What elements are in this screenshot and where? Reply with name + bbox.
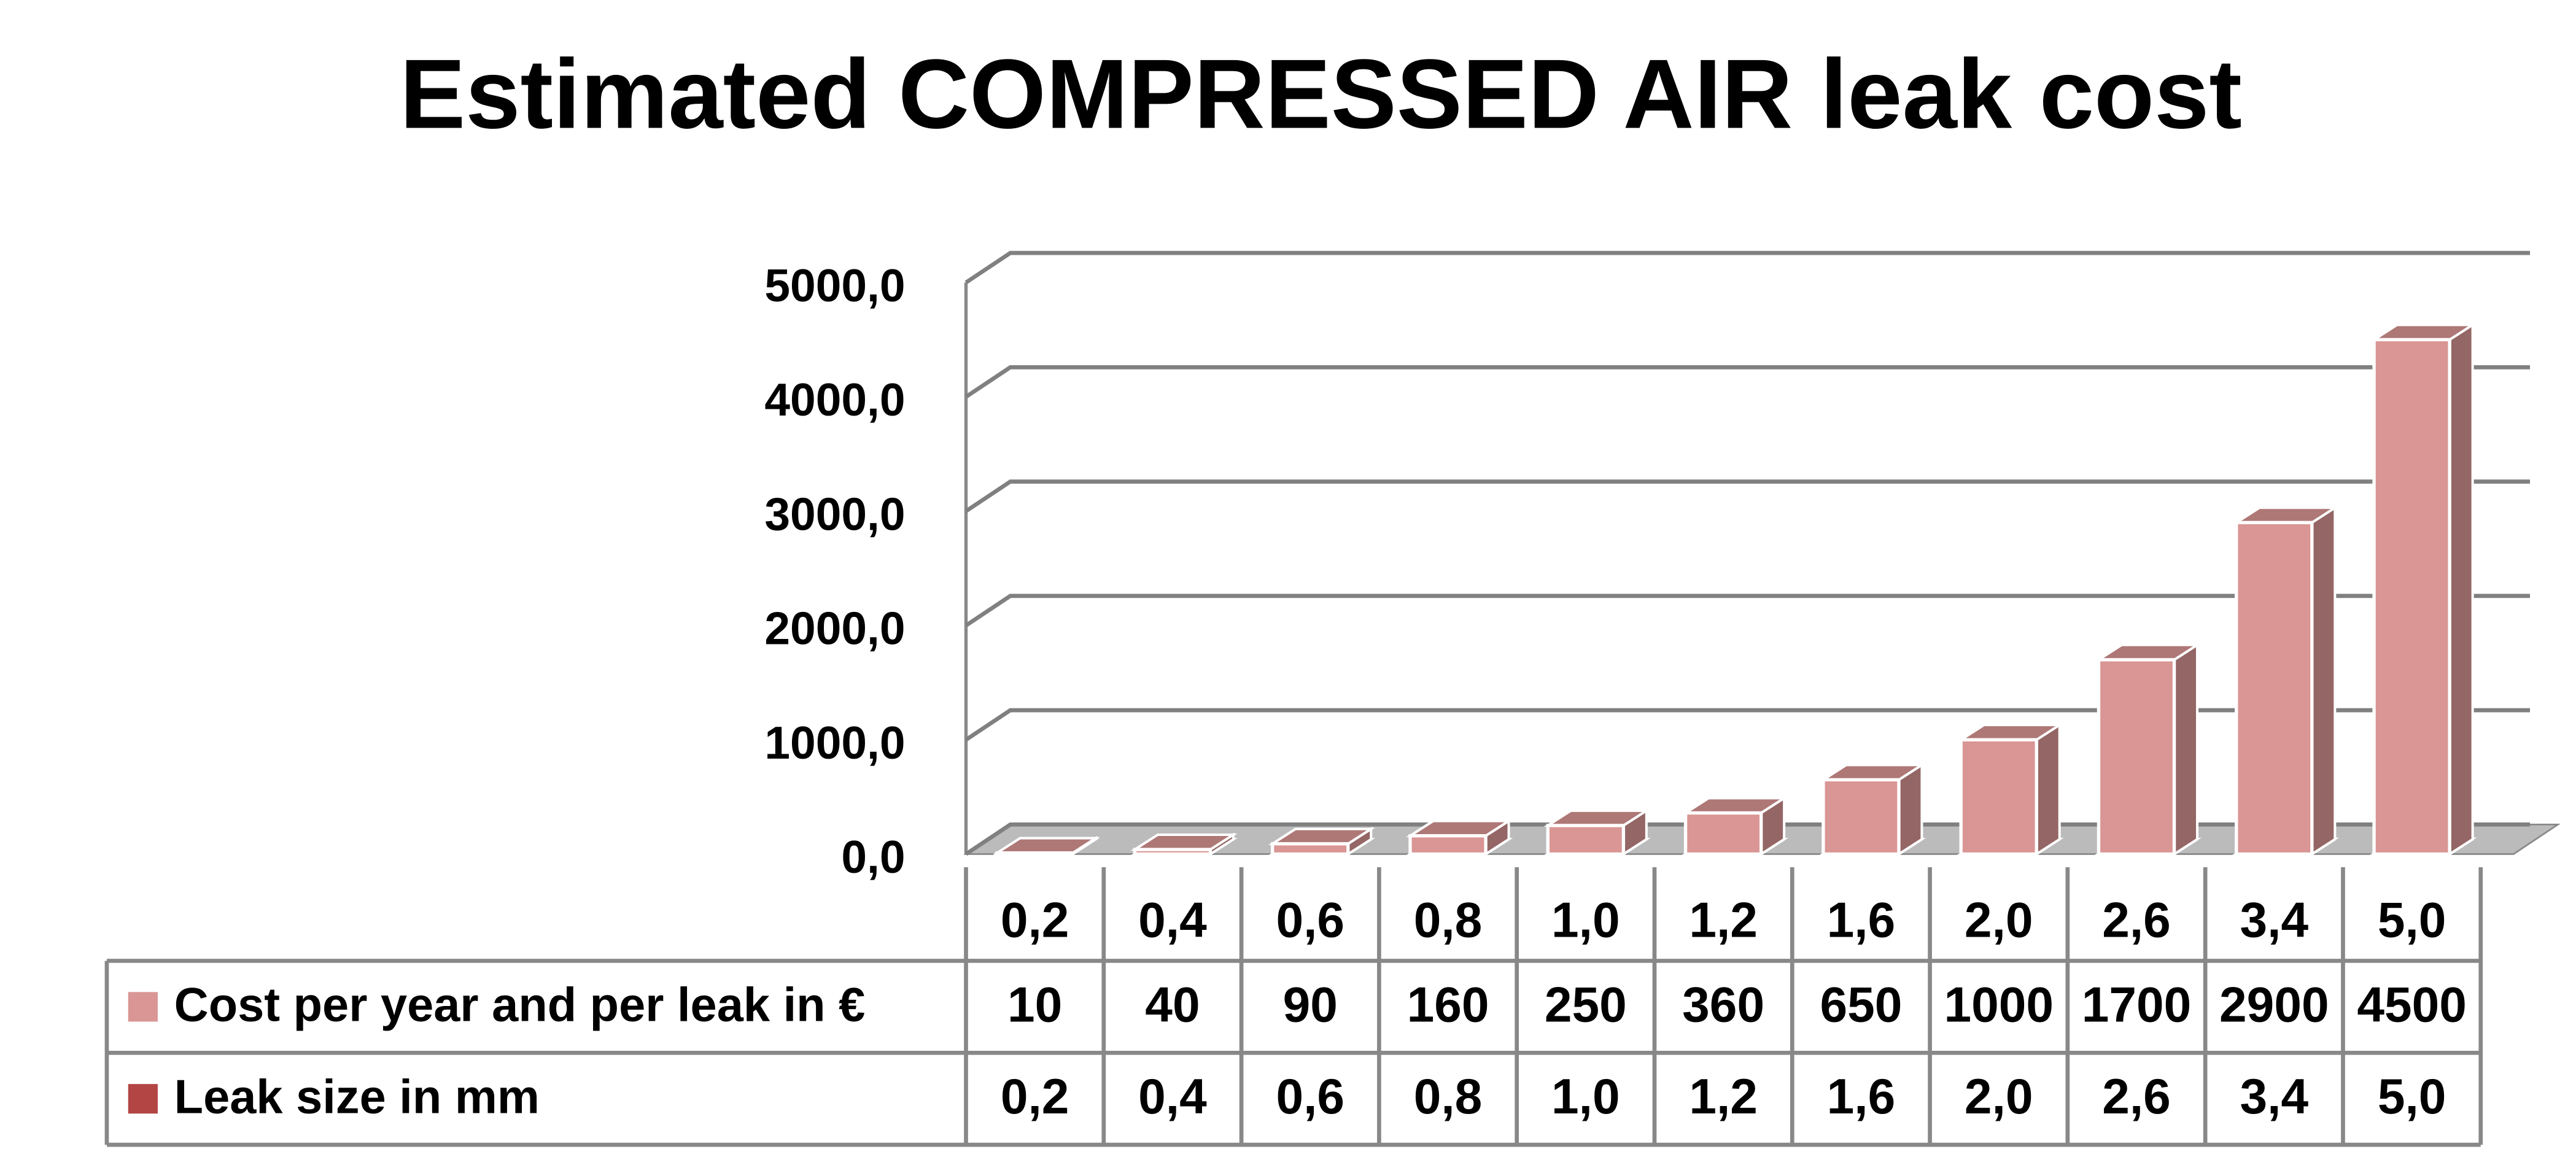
- table-cell: 0,4: [1138, 1069, 1207, 1124]
- bar: [1130, 832, 1238, 857]
- y-tick-label: 0,0: [841, 831, 905, 883]
- bar-face: [2173, 643, 2199, 857]
- table-cell: 5,0: [2378, 1069, 2446, 1124]
- grid-line: [964, 365, 2531, 399]
- table-cell: 1,0: [1551, 1069, 1620, 1124]
- grid-line: [964, 250, 2531, 285]
- table-cell: 0,2: [1001, 1069, 1069, 1124]
- bar-face: [1271, 842, 1350, 856]
- bar: [1819, 762, 1926, 857]
- table-cell: 2,0: [1965, 1069, 2033, 1124]
- grid-line: [964, 708, 2531, 742]
- bar-face: [2372, 338, 2451, 856]
- grid-line: [964, 479, 2531, 513]
- table-cell: 1,2: [1689, 1069, 1758, 1124]
- bar-face: [1821, 778, 1901, 856]
- table-cell: 3,4: [2240, 1069, 2309, 1124]
- x-tick-label: 1,2: [1689, 892, 1758, 948]
- x-tick-label: 0,2: [1001, 892, 1069, 948]
- y-tick-label: 3000,0: [764, 488, 905, 540]
- bar: [2232, 505, 2340, 857]
- table-cell: 2,6: [2102, 1069, 2171, 1124]
- bar: [1543, 808, 1651, 857]
- legend-label: Cost per year and per leak in €: [174, 979, 866, 1032]
- bar: [1681, 795, 1788, 857]
- bar-face: [2448, 322, 2474, 857]
- x-tick-label: 3,4: [2240, 892, 2309, 948]
- table-cell: 4500: [2357, 977, 2467, 1032]
- table-cell: 10: [1007, 977, 1062, 1032]
- grid-line: [964, 594, 2531, 627]
- bar-face: [1408, 834, 1488, 856]
- legend-swatch: [128, 992, 158, 1022]
- x-tick-label: 1,0: [1551, 892, 1620, 948]
- x-tick-label: 2,0: [1965, 892, 2033, 948]
- bar-face: [1683, 811, 1763, 856]
- bar-face: [2035, 722, 2061, 857]
- table-cell: 40: [1145, 977, 1200, 1032]
- table-cell: 1000: [1944, 977, 2054, 1032]
- table-cell: 250: [1545, 977, 1627, 1032]
- bar-face: [1959, 738, 2038, 856]
- table-cell: 0,6: [1276, 1069, 1344, 1124]
- y-tick-label: 1000,0: [764, 717, 905, 768]
- legend-swatch: [128, 1084, 158, 1114]
- x-tick-label: 0,6: [1276, 892, 1344, 948]
- bar-face: [2097, 658, 2176, 856]
- table-cell: 160: [1407, 977, 1489, 1032]
- table-cell: 650: [1820, 977, 1902, 1032]
- y-tick-label: 4000,0: [764, 374, 905, 425]
- bar: [993, 835, 1100, 857]
- bar: [1957, 722, 2064, 857]
- table-cell: 1,6: [1827, 1069, 1896, 1124]
- x-tick-label: 1,6: [1827, 892, 1896, 948]
- y-tick-label: 5000,0: [764, 260, 905, 311]
- y-tick-label: 2000,0: [764, 603, 905, 654]
- table-cell: 0,8: [1414, 1069, 1483, 1124]
- bar-face: [995, 851, 1074, 856]
- bar-face: [2310, 505, 2337, 857]
- bar-face: [1546, 824, 1626, 856]
- table-cell: 2900: [2219, 977, 2329, 1032]
- table-cell: 90: [1283, 977, 1338, 1032]
- bar-face: [1133, 848, 1212, 856]
- x-tick-label: 2,6: [2102, 892, 2171, 948]
- table-cell: 360: [1682, 977, 1764, 1032]
- x-tick-label: 0,8: [1414, 892, 1483, 948]
- bar: [1406, 818, 1513, 857]
- table-cell: 1700: [2082, 977, 2192, 1032]
- chart-title: Estimated COMPRESSED AIR leak cost: [400, 39, 2242, 149]
- bar-face: [2235, 520, 2314, 856]
- x-tick-label: 5,0: [2378, 892, 2446, 948]
- bar: [2094, 643, 2202, 857]
- bar: [1268, 826, 1376, 857]
- legend-label: Leak size in mm: [174, 1070, 540, 1123]
- bar: [2370, 322, 2477, 857]
- x-tick-label: 0,4: [1138, 892, 1207, 948]
